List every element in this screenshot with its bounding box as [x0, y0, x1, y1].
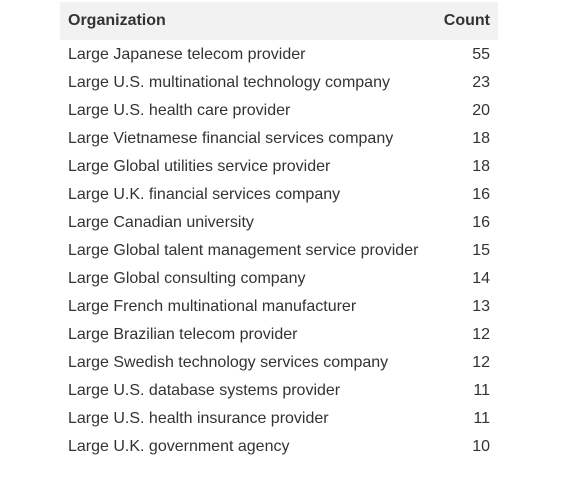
- count-cell: 10: [472, 438, 490, 455]
- count-cell: 18: [472, 158, 490, 175]
- count-cell: 18: [472, 130, 490, 147]
- table-row: Large Global consulting company 14: [60, 265, 498, 293]
- count-cell: 15: [472, 242, 490, 259]
- table-row: Large Swedish technology services compan…: [60, 349, 498, 377]
- organization-cell: Large Swedish technology services compan…: [68, 354, 389, 371]
- table-body: Large Japanese telecom provider 55 Large…: [60, 40, 498, 461]
- header-row: Organization Count: [60, 2, 498, 40]
- table-row: Large French multinational manufacturer …: [60, 293, 498, 321]
- organization-cell: Large Global talent management service p…: [68, 242, 419, 259]
- count-cell: 23: [472, 74, 490, 91]
- count-cell: 12: [472, 326, 490, 343]
- organization-cell: Large U.K. government agency: [68, 438, 290, 455]
- table-row: Large U.K. government agency 10: [60, 433, 498, 461]
- table-row: Large U.S. database systems provider 11: [60, 377, 498, 405]
- table-row: Large Vietnamese financial services comp…: [60, 125, 498, 153]
- organization-cell: Large Global consulting company: [68, 270, 306, 287]
- organization-cell: Large U.S. database systems provider: [68, 382, 341, 399]
- table-row: Large Brazilian telecom provider 12: [60, 321, 498, 349]
- organization-cell: Large Vietnamese financial services comp…: [68, 130, 394, 147]
- count-cell: 13: [472, 298, 490, 315]
- table-header: Organization Count: [60, 2, 498, 40]
- table-row: Large Global utilities service provider …: [60, 153, 498, 181]
- organization-cell: Large Japanese telecom provider: [68, 46, 306, 63]
- count-cell: 11: [473, 410, 490, 427]
- organization-cell: Large Brazilian telecom provider: [68, 326, 298, 343]
- count-cell: 14: [472, 270, 490, 287]
- organization-cell: Large French multinational manufacturer: [68, 298, 357, 315]
- table-row: Large U.S. health insurance provider 11: [60, 405, 498, 433]
- organization-cell: Large U.S. health care provider: [68, 102, 291, 119]
- count-cell: 55: [472, 46, 490, 63]
- table-row: Large U.S. multinational technology comp…: [60, 69, 498, 97]
- organization-cell: Large U.S. health insurance provider: [68, 410, 329, 427]
- organization-cell: Large U.S. multinational technology comp…: [68, 74, 390, 91]
- organization-cell: Large Canadian university: [68, 214, 254, 231]
- organization-count-table: Organization Count Large Japanese teleco…: [60, 2, 498, 461]
- count-cell: 11: [473, 382, 490, 399]
- table-row: Large U.S. health care provider 20: [60, 97, 498, 125]
- table-row: Large Japanese telecom provider 55: [60, 40, 498, 69]
- count-cell: 20: [472, 102, 490, 119]
- count-cell: 16: [472, 186, 490, 203]
- count-cell: 12: [472, 354, 490, 371]
- column-header-organization: Organization: [60, 2, 435, 40]
- table-row: Large Global talent management service p…: [60, 237, 498, 265]
- organization-cell: Large U.K. financial services company: [68, 186, 341, 203]
- table-row: Large U.K. financial services company 16: [60, 181, 498, 209]
- column-header-count: Count: [434, 2, 498, 40]
- organization-cell: Large Global utilities service provider: [68, 158, 331, 175]
- count-cell: 16: [472, 214, 490, 231]
- table-row: Large Canadian university 16: [60, 209, 498, 237]
